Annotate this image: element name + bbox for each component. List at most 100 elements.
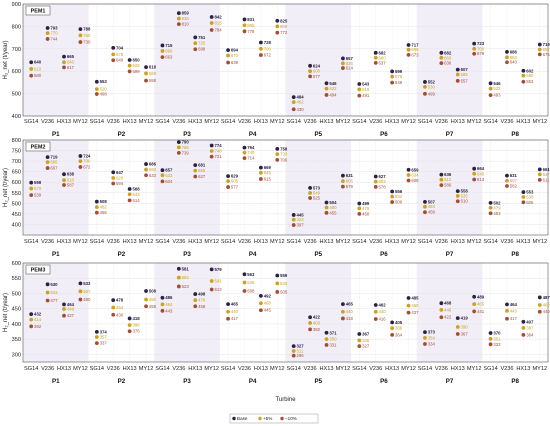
plot-frame bbox=[22, 3, 549, 117]
x-tick-label: HX13 bbox=[516, 119, 530, 125]
data-point bbox=[144, 297, 148, 302]
data-point bbox=[62, 183, 66, 187]
x-tick-label: HX13 bbox=[123, 239, 137, 245]
site-label: P4 bbox=[249, 131, 257, 138]
x-tick-label: HX13 bbox=[320, 119, 334, 125]
x-tick-label: SG14 bbox=[24, 239, 38, 245]
data-label: 681 bbox=[198, 163, 206, 168]
data-point bbox=[226, 302, 230, 307]
x-tick-label: HX13 bbox=[57, 239, 71, 245]
data-point bbox=[291, 344, 296, 349]
data-point bbox=[62, 307, 66, 311]
data-point bbox=[488, 93, 493, 98]
data-label: 578 bbox=[379, 184, 387, 189]
data-point bbox=[455, 325, 460, 329]
data-label: 615 bbox=[264, 177, 272, 182]
data-label: 682 bbox=[379, 50, 387, 55]
x-tick-label: SG14 bbox=[90, 119, 104, 125]
data-point bbox=[308, 74, 313, 79]
data-point bbox=[439, 172, 444, 177]
data-point bbox=[308, 315, 313, 320]
data-point bbox=[341, 179, 345, 184]
data-label: 793 bbox=[50, 25, 58, 30]
panel-title-box bbox=[25, 264, 51, 275]
data-label: 558 bbox=[461, 189, 469, 194]
data-label: 333 bbox=[493, 342, 501, 347]
data-label: 453 bbox=[493, 211, 501, 216]
data-point bbox=[94, 335, 99, 339]
x-tick-label: V236 bbox=[107, 119, 120, 125]
data-point bbox=[423, 204, 427, 209]
x-tick-label: MY12 bbox=[467, 366, 482, 372]
data-point bbox=[488, 201, 493, 205]
data-label: 507 bbox=[83, 289, 91, 294]
data-label: 489 bbox=[477, 294, 485, 299]
data-label: 530 bbox=[50, 282, 58, 287]
data-label: 480 bbox=[149, 297, 157, 302]
site-label: P1 bbox=[52, 378, 60, 385]
data-label: 465 bbox=[346, 302, 354, 307]
data-label: 468 bbox=[264, 301, 272, 306]
data-label: 479 bbox=[493, 205, 501, 210]
data-point bbox=[160, 49, 165, 53]
data-label: 503 bbox=[50, 290, 58, 295]
data-point bbox=[111, 58, 116, 63]
x-tick-label: MY12 bbox=[401, 119, 416, 125]
data-point bbox=[29, 67, 34, 71]
data-point bbox=[505, 308, 509, 313]
data-label: 698 bbox=[198, 47, 206, 52]
data-label: 405 bbox=[395, 320, 403, 325]
data-point bbox=[94, 79, 99, 84]
data-point bbox=[537, 52, 542, 57]
data-label: 686 bbox=[510, 49, 518, 54]
data-label: 603 bbox=[379, 179, 387, 184]
data-label: 549 bbox=[395, 80, 403, 85]
data-point bbox=[62, 172, 66, 177]
y-axis-label: H₂_net (t/year) bbox=[3, 40, 9, 79]
data-label: 546 bbox=[329, 81, 337, 86]
data-label: 774 bbox=[214, 143, 222, 148]
data-label: 386 bbox=[395, 326, 403, 331]
data-label: 610 bbox=[34, 66, 42, 71]
data-point bbox=[275, 273, 280, 278]
x-tick-label: SG14 bbox=[418, 366, 432, 372]
data-point bbox=[537, 172, 542, 177]
data-label: 706 bbox=[280, 157, 288, 162]
data-label: 581 bbox=[182, 266, 190, 271]
site-label: P8 bbox=[511, 131, 519, 138]
data-point bbox=[144, 304, 148, 309]
data-label: 640 bbox=[477, 171, 485, 176]
legend-marker bbox=[258, 416, 262, 421]
data-label: 364 bbox=[395, 332, 403, 337]
data-label: 498 bbox=[100, 92, 108, 97]
data-label: 370 bbox=[493, 331, 501, 336]
data-point bbox=[275, 146, 280, 151]
data-point bbox=[176, 140, 181, 145]
x-tick-label: MY12 bbox=[204, 239, 219, 245]
data-label: 686 bbox=[149, 162, 157, 167]
data-point bbox=[291, 95, 296, 100]
data-point bbox=[390, 69, 395, 74]
x-tick-label: V236 bbox=[41, 119, 54, 125]
data-label: 478 bbox=[116, 298, 124, 303]
data-label: 533 bbox=[83, 281, 91, 286]
data-label: 464 bbox=[67, 302, 75, 307]
data-point bbox=[176, 145, 181, 150]
data-point bbox=[308, 63, 313, 68]
data-point bbox=[439, 177, 444, 182]
site-band bbox=[416, 140, 483, 235]
panel-pem3: 300 350 400 450 500 550 600 PEM3 H₂_net (t/year)… bbox=[3, 261, 550, 385]
x-tick-label: SG14 bbox=[155, 119, 169, 125]
data-point bbox=[226, 316, 230, 321]
data-label: 662 bbox=[510, 55, 518, 60]
data-point bbox=[439, 308, 444, 312]
data-label: 498 bbox=[198, 292, 206, 297]
site-band bbox=[154, 140, 220, 235]
data-label: 553 bbox=[100, 79, 108, 84]
data-point bbox=[45, 37, 50, 41]
data-label: 751 bbox=[198, 35, 206, 40]
data-point bbox=[29, 73, 34, 78]
data-label: 514 bbox=[132, 198, 140, 203]
data-point bbox=[127, 316, 132, 321]
data-label: 614 bbox=[346, 66, 354, 71]
